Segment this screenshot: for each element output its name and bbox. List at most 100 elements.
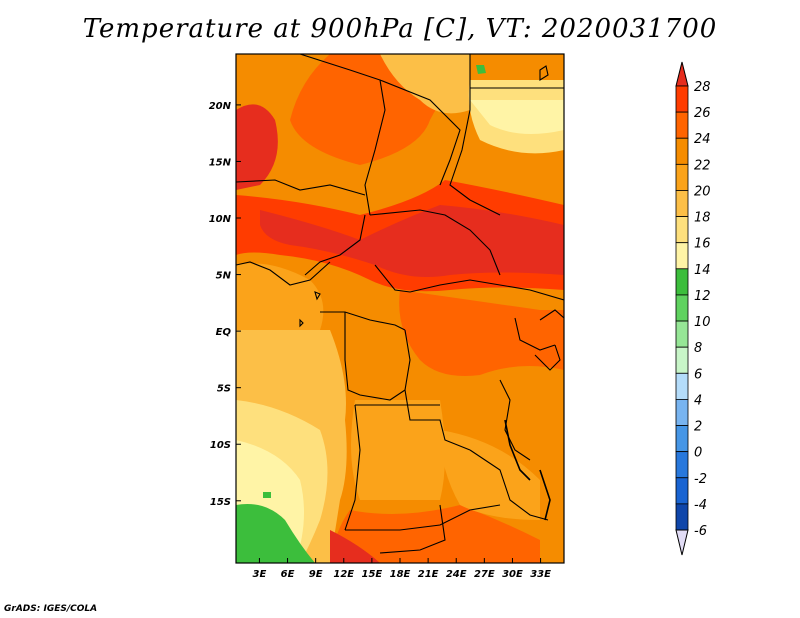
colorbar-swatch [675,320,689,348]
colorbar-swatch [675,503,689,531]
grads-credit: GrADS: IGES/COLA [4,604,98,614]
border-line [449,54,501,216]
chart-title: Temperature at 900hPa [C], VT: 202003170… [82,14,718,44]
colorbar-label: -2 [694,472,707,487]
field-26-28-south [330,505,540,563]
colorbar-label: 18 [694,211,711,226]
colorbar-swatch [675,85,689,113]
y-tick-label: 20N [209,101,232,112]
colorbar-label: 14 [694,263,711,278]
border-line [344,404,361,531]
y-tick-label: EQ [216,327,232,338]
x-tick-label: 33E [530,569,551,580]
y-tick-label: 5N [216,271,232,282]
x-tick-label: 30E [502,569,523,580]
colorbar-swatch [675,190,689,217]
island-shape [299,318,304,328]
colorbar-swatch [675,216,689,244]
x-tick-label: 18E [390,569,411,580]
colorbar-swatch [675,477,689,505]
longitude-axis: 3E 6E 9E 12E 15E 18E 21E 24E 27E 30E 33E [253,558,551,580]
border-line [379,79,461,186]
field-over-28-sahel [260,205,564,278]
y-tick-label: 10S [210,440,231,451]
border-line [320,311,406,331]
x-tick-label: 15E [362,569,383,580]
colorbar-label: 8 [694,341,702,356]
border-line [344,312,406,401]
colorbar-label: 4 [694,393,702,408]
colorbar-swatch [675,242,689,270]
border-line [304,214,366,276]
colorbar-label: 26 [694,106,711,121]
border-line [236,261,331,286]
island-shape [314,291,321,301]
border-line [299,54,386,216]
border-line [374,264,531,293]
border-line [345,504,501,531]
border-line [514,317,556,351]
colorbar-label: 2 [694,420,702,435]
colorbar-label: -4 [694,498,707,513]
field-22-24-zambia [440,430,540,520]
field-16-18-northeast [470,100,564,134]
border-line [499,379,531,461]
lake-tanganyika-shore [504,419,531,481]
country-borders [236,54,564,554]
colorbar-swatch [675,346,689,374]
colorbar-label: 6 [694,367,702,382]
border-line [379,504,446,554]
field-20-22-north [380,54,470,114]
lake-malawi-shore [539,469,551,521]
x-tick-label: 9E [309,569,323,580]
field-14-16-north-spot [476,65,486,74]
border-line [469,449,549,521]
border-line [539,309,564,321]
colorbar-swatch [675,425,689,453]
x-tick-label: 6E [281,569,295,580]
colorbar-bottom-triangle [675,529,689,556]
border-line [404,329,471,451]
colorbar-label: 0 [694,446,702,461]
coast-shape [539,65,549,81]
colorbar-top-triangle [675,61,689,87]
lake-victoria-shore [534,344,561,371]
colorbar-swatch [675,451,689,479]
y-tick-label: 15S [210,497,231,508]
temperature-field [236,54,564,563]
field-over-28-west [236,104,278,190]
x-tick-label: 21E [418,569,439,580]
field-26-28-basin [399,290,564,376]
colorbar-swatch [675,111,689,139]
colorbar-label: -6 [694,524,707,539]
latitude-axis: 20N 15N 10N 5N EQ 5S 10S 15S [209,101,241,508]
colorbar-label: 10 [694,315,711,330]
y-tick-label: 5S [217,384,231,395]
field-14-16-spot [263,492,271,498]
colorbar-swatch [675,268,689,296]
colorbar-label: 12 [694,289,711,304]
colorbar-swatch [675,163,689,191]
border-line [529,289,564,301]
border-line [369,209,501,276]
colorbar-label: 28 [694,80,711,95]
colorbar-label: 24 [694,132,711,147]
y-tick-label: 10N [209,214,232,225]
colorbar-swatch [675,294,689,322]
colorbar-label: 22 [694,158,711,173]
x-tick-label: 24E [446,569,467,580]
x-tick-label: 12E [333,569,354,580]
colorbar-swatch [675,399,689,426]
colorbar-swatch [675,137,689,165]
field-22-24-angola [351,400,445,500]
colorbar-label: 16 [694,237,711,252]
colorbar-label: 20 [694,184,711,199]
colorbar-swatch [675,372,689,400]
y-tick-label: 15N [209,157,232,168]
field-22-24-coast [236,263,324,330]
x-tick-label: 27E [474,569,495,580]
field-14-16-southwest [236,504,315,563]
field-over-28-south [330,530,380,563]
